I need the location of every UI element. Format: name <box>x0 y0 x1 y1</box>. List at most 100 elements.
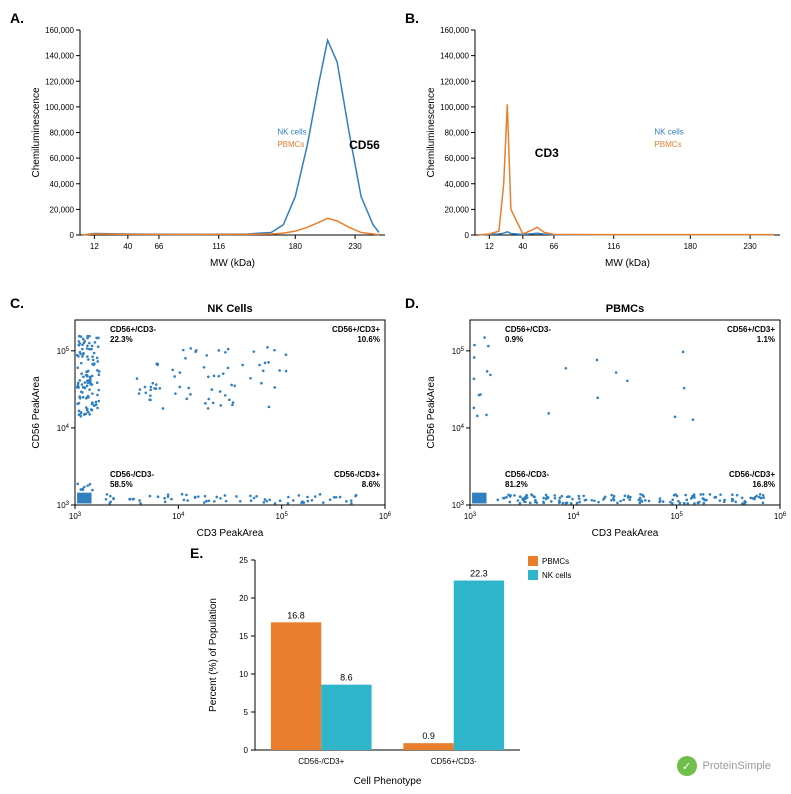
svg-text:8.6: 8.6 <box>340 673 353 683</box>
svg-text:PBMCs: PBMCs <box>606 303 645 315</box>
svg-text:Chemiluminescence: Chemiluminescence <box>426 87 437 177</box>
svg-text:CD56+/CD3-: CD56+/CD3- <box>110 325 156 334</box>
svg-text:105: 105 <box>452 347 465 356</box>
svg-text:104: 104 <box>567 512 580 521</box>
svg-text:180: 180 <box>289 242 303 251</box>
svg-text:140,000: 140,000 <box>440 52 469 61</box>
scatter-pbmcs: PBMCs 103 104 105 106 103 104 105 CD3 PeakArea CD… <box>420 300 790 540</box>
svg-text:8.6%: 8.6% <box>362 480 380 489</box>
svg-text:MW (kDa): MW (kDa) <box>605 258 650 269</box>
electropherogram-cd56: 0 20,000 40,000 60,000 80,000 100,000 120,000 1… <box>25 20 395 270</box>
svg-text:CD56-/CD3+: CD56-/CD3+ <box>298 757 344 766</box>
svg-text:230: 230 <box>743 242 757 251</box>
scatter-nk-cells: NK Cells 103 104 105 106 103 104 105 CD3 PeakAre… <box>25 300 395 540</box>
svg-text:CD56+/CD3-: CD56+/CD3- <box>505 325 551 334</box>
svg-text:PBMCs: PBMCs <box>542 557 569 566</box>
svg-text:105: 105 <box>671 512 684 521</box>
wechat-icon: ✓ <box>677 756 697 776</box>
svg-text:104: 104 <box>172 512 185 521</box>
svg-text:100,000: 100,000 <box>45 103 74 112</box>
svg-text:140,000: 140,000 <box>45 52 74 61</box>
svg-text:40: 40 <box>518 242 527 251</box>
svg-text:MW (kDa): MW (kDa) <box>210 258 255 269</box>
svg-text:Chemiluminescence: Chemiluminescence <box>31 87 42 177</box>
svg-text:66: 66 <box>154 242 163 251</box>
svg-text:120,000: 120,000 <box>440 77 469 86</box>
panel-c-label: C. <box>10 295 24 311</box>
svg-text:160,000: 160,000 <box>45 26 74 35</box>
svg-text:CD56+/CD3-: CD56+/CD3- <box>431 757 477 766</box>
svg-text:CD56 PeakArea: CD56 PeakArea <box>426 376 437 449</box>
svg-text:10.6%: 10.6% <box>357 335 380 344</box>
svg-text:12: 12 <box>90 242 99 251</box>
svg-text:NK cells: NK cells <box>654 128 683 137</box>
svg-text:160,000: 160,000 <box>440 26 469 35</box>
svg-text:CD56-/CD3-: CD56-/CD3- <box>110 470 154 479</box>
svg-text:105: 105 <box>57 347 70 356</box>
svg-text:PBMCs: PBMCs <box>277 140 304 149</box>
svg-text:16.8%: 16.8% <box>752 480 775 489</box>
svg-text:0.9%: 0.9% <box>505 335 523 344</box>
svg-text:80,000: 80,000 <box>50 129 75 138</box>
svg-text:116: 116 <box>607 242 620 251</box>
svg-text:80,000: 80,000 <box>445 129 470 138</box>
svg-text:104: 104 <box>57 424 70 433</box>
svg-text:0: 0 <box>70 231 75 240</box>
svg-text:NK cells: NK cells <box>277 128 306 137</box>
panel-b-label: B. <box>405 10 419 26</box>
svg-text:105: 105 <box>276 512 289 521</box>
panel-a-label: A. <box>10 10 24 26</box>
svg-text:40,000: 40,000 <box>50 180 75 189</box>
svg-text:CD56-/CD3+: CD56-/CD3+ <box>729 470 775 479</box>
svg-text:103: 103 <box>57 501 70 510</box>
svg-text:103: 103 <box>464 512 477 521</box>
svg-text:230: 230 <box>348 242 362 251</box>
svg-text:22.3: 22.3 <box>470 569 488 579</box>
svg-text:Cell Phenotype: Cell Phenotype <box>354 776 422 787</box>
svg-text:15: 15 <box>239 632 248 641</box>
panel-d-label: D. <box>405 295 419 311</box>
svg-text:CD56+/CD3+: CD56+/CD3+ <box>332 325 380 334</box>
svg-text:180: 180 <box>684 242 698 251</box>
svg-text:106: 106 <box>379 512 392 521</box>
svg-text:CD3 PeakArea: CD3 PeakArea <box>592 528 659 539</box>
svg-text:CD56+/CD3+: CD56+/CD3+ <box>727 325 775 334</box>
svg-text:60,000: 60,000 <box>50 154 75 163</box>
svg-text:20: 20 <box>239 594 248 603</box>
svg-text:PBMCs: PBMCs <box>654 140 681 149</box>
svg-text:CD3: CD3 <box>535 146 559 160</box>
svg-text:CD56-/CD3-: CD56-/CD3- <box>505 470 549 479</box>
svg-text:10: 10 <box>239 670 248 679</box>
svg-text:40,000: 40,000 <box>445 180 470 189</box>
watermark-text: ProteinSimple <box>703 760 771 772</box>
svg-text:12: 12 <box>485 242 494 251</box>
svg-text:16.8: 16.8 <box>287 610 305 620</box>
svg-text:116: 116 <box>212 242 225 251</box>
watermark: ✓ ProteinSimple <box>677 756 771 776</box>
svg-text:104: 104 <box>452 424 465 433</box>
svg-text:100,000: 100,000 <box>440 103 469 112</box>
svg-text:58.5%: 58.5% <box>110 480 133 489</box>
svg-text:66: 66 <box>549 242 558 251</box>
svg-text:106: 106 <box>774 512 787 521</box>
svg-text:25: 25 <box>239 556 248 565</box>
svg-text:CD3 PeakArea: CD3 PeakArea <box>197 528 264 539</box>
electropherogram-cd3: 020,00040,00060,00080,000100,000120,0001… <box>420 20 790 270</box>
svg-text:81.2%: 81.2% <box>505 480 528 489</box>
svg-text:120,000: 120,000 <box>45 77 74 86</box>
svg-text:40: 40 <box>123 242 132 251</box>
svg-text:CD56: CD56 <box>349 138 380 152</box>
svg-text:0: 0 <box>244 746 249 755</box>
svg-text:5: 5 <box>244 708 249 717</box>
svg-text:0: 0 <box>465 231 470 240</box>
svg-text:CD56-/CD3+: CD56-/CD3+ <box>334 470 380 479</box>
svg-text:20,000: 20,000 <box>50 205 75 214</box>
svg-text:CD56 PeakArea: CD56 PeakArea <box>31 376 42 449</box>
svg-text:NK Cells: NK Cells <box>207 303 252 315</box>
svg-text:103: 103 <box>452 501 465 510</box>
svg-text:103: 103 <box>69 512 82 521</box>
svg-text:60,000: 60,000 <box>445 154 470 163</box>
svg-text:Percent (%) of Population: Percent (%) of Population <box>208 598 219 712</box>
bar-chart-phenotype: 0 5 10 15 20 25 16.8 8.6 CD56-/CD3+ 0.9 22.3 CD56+/… <box>200 550 600 790</box>
svg-text:0.9: 0.9 <box>422 731 435 741</box>
